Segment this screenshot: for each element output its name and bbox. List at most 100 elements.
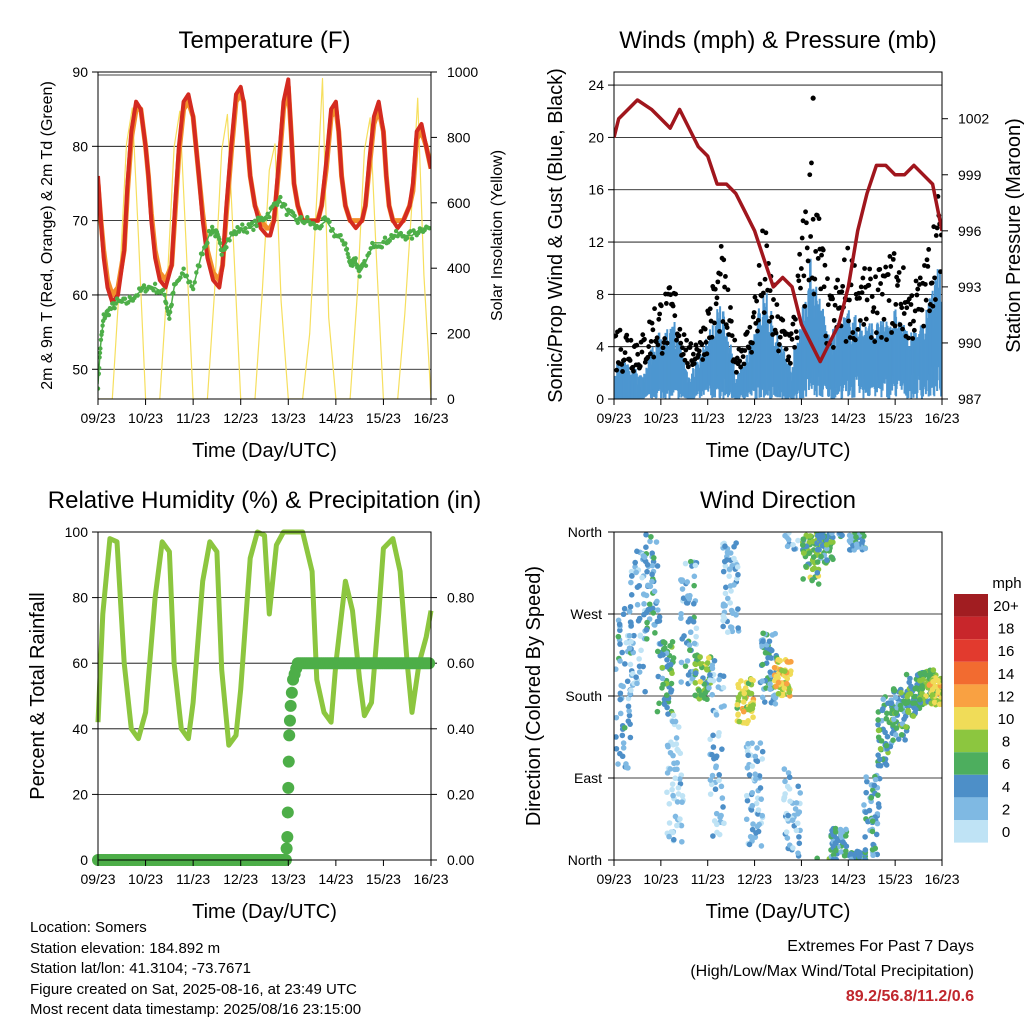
direction-point: [910, 713, 917, 719]
colorbar-swatch: [954, 797, 988, 820]
gust-point: [805, 258, 811, 264]
gust-point: [926, 247, 932, 252]
temperature-ytick-right-label: 800: [447, 129, 471, 145]
colorbar-label: 8: [1002, 734, 1010, 751]
winds-plot-area: [614, 95, 942, 399]
direction-point: [685, 619, 692, 625]
direction-point: [628, 687, 634, 694]
direction-point: [697, 654, 703, 660]
gust-point: [696, 348, 702, 354]
direction-point: [664, 664, 670, 670]
direction-point: [917, 696, 923, 703]
direction-point: [820, 533, 826, 540]
gust-point: [655, 342, 661, 348]
direction-point: [800, 536, 807, 542]
gust-point: [676, 333, 682, 339]
gust-point: [833, 285, 839, 290]
direction-point: [775, 690, 782, 697]
gust-point: [866, 282, 872, 288]
direction-point: [692, 680, 699, 686]
gust-point: [680, 351, 686, 357]
direction-point: [772, 701, 779, 707]
direction-point: [674, 822, 680, 829]
direction-point: [938, 694, 942, 701]
direction-point: [707, 672, 713, 678]
gust-point: [630, 364, 636, 370]
gust-point: [804, 245, 810, 251]
winds-ylabel-right: Station Pressure (Maroon): [1003, 118, 1024, 353]
dewpoint-point: [98, 337, 104, 342]
winds-xtick-label: 14/23: [831, 410, 866, 426]
direction-point: [809, 577, 815, 584]
dewpoint-point: [224, 245, 229, 250]
direction-point: [655, 607, 661, 613]
direction-point: [670, 712, 677, 719]
direction-point: [666, 820, 673, 826]
gust-point: [693, 342, 699, 348]
precip-point: [282, 781, 295, 794]
gust-point: [702, 326, 708, 332]
winds-xlabel: Time (Day/UTC): [706, 440, 851, 462]
temperature-chart: 50 60 70 80 90 0 200 400 600 800 1000 Temperature (…: [39, 27, 506, 462]
gust-point: [649, 320, 655, 326]
direction-point: [710, 732, 716, 739]
gust-point: [690, 351, 696, 357]
direction-point: [749, 802, 756, 809]
gust-point: [751, 310, 757, 315]
gust-point: [901, 311, 907, 316]
direction-point: [726, 573, 733, 579]
extremes-box: Extremes For Past 7 Days (High/Low/Max W…: [690, 934, 974, 1009]
temperature-ylabel-right: Solar Insolation (Yellow): [489, 150, 506, 321]
direction-point: [679, 838, 685, 845]
direction-point: [665, 743, 671, 750]
gust-point: [825, 302, 831, 308]
dewpoint-point: [162, 292, 167, 298]
dewpoint-point: [217, 237, 222, 242]
gust-point: [624, 332, 630, 338]
direction-point: [876, 804, 882, 810]
dewpoint-point: [265, 211, 270, 217]
direction-point: [784, 543, 791, 550]
direction-point: [691, 582, 697, 589]
direction-xtick-label: 16/23: [924, 871, 959, 887]
dewpoint-point: [422, 227, 427, 233]
direction-point: [634, 680, 640, 687]
gust-point: [845, 245, 851, 251]
direction-point: [726, 566, 733, 573]
direction-point: [682, 560, 689, 567]
direction-point: [678, 659, 685, 666]
dewpoint-point: [416, 230, 421, 236]
direction-point: [861, 802, 867, 808]
direction-point: [722, 590, 729, 597]
gust-point: [835, 277, 841, 283]
dewpoint-point: [100, 323, 105, 328]
gust-point: [698, 329, 704, 334]
direction-point: [641, 554, 648, 560]
direction-point: [733, 540, 739, 546]
solar-insolation-line: [98, 77, 431, 399]
direction-point: [829, 532, 835, 537]
direction-point: [903, 671, 910, 678]
direction-point: [724, 549, 731, 556]
temperature-ytick-label: 60: [72, 287, 88, 303]
gust-point: [691, 361, 697, 367]
direction-point: [669, 781, 676, 787]
gust-point: [732, 337, 738, 343]
gust-point: [634, 342, 640, 348]
gust-point: [907, 321, 913, 327]
gust-point: [900, 265, 906, 271]
direction-point: [716, 772, 722, 778]
direction-point: [747, 690, 753, 697]
gust-point: [925, 263, 931, 269]
gust-point: [715, 279, 721, 285]
direction-point: [786, 689, 793, 696]
colorbar-label: 0: [1002, 824, 1010, 841]
gust-point: [808, 234, 814, 239]
colorbar-swatch: [954, 616, 988, 640]
gust-point: [798, 266, 804, 271]
gust-point: [914, 292, 920, 298]
dewpoint-point: [276, 199, 281, 205]
direction-point: [697, 678, 704, 685]
direction-point: [758, 796, 765, 802]
direction-point: [713, 810, 720, 817]
